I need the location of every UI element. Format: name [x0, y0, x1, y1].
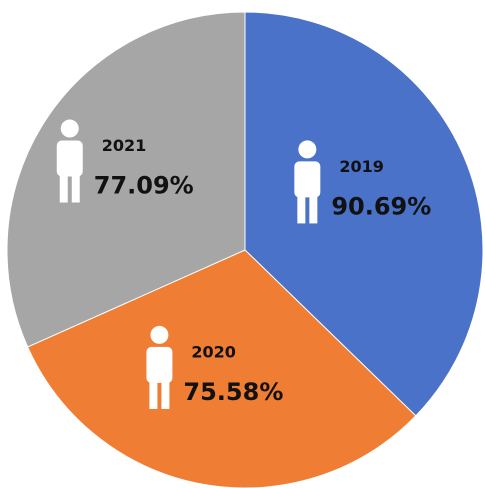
icon	[71, 172, 80, 203]
icon	[56, 140, 83, 177]
icon	[294, 161, 321, 198]
icon	[149, 378, 158, 409]
icon	[161, 378, 170, 409]
slice-category: 2019	[339, 157, 384, 176]
slice-value-label: 90.69%	[331, 192, 431, 220]
slice-value-label: 77.09%	[94, 172, 194, 200]
icon	[146, 346, 173, 383]
icon	[297, 193, 306, 224]
slice-category: 2021	[102, 136, 147, 155]
pie-slice	[6, 11, 246, 348]
icon	[150, 325, 169, 344]
icon	[298, 140, 317, 159]
pie-slice	[244, 11, 484, 417]
slice-category: 2020	[191, 342, 236, 361]
icon	[59, 172, 68, 203]
icon	[60, 119, 79, 138]
pie-slice	[26, 249, 417, 488]
icon	[309, 193, 318, 224]
slice-value-label: 75.58%	[183, 378, 283, 406]
